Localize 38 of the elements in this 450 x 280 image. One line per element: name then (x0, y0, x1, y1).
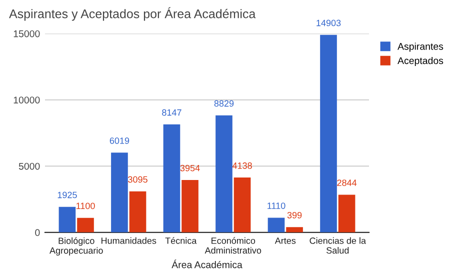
data-label: 6019 (110, 138, 130, 144)
bar (216, 115, 232, 232)
y-tick-label: 0 (35, 229, 40, 236)
chart-title: Aspirantes y Aceptados por Área Académica (9, 7, 256, 21)
x-tick-label: Económico Administrativo (204, 237, 262, 254)
data-label: 399 (287, 212, 302, 218)
bar (286, 227, 303, 232)
x-tick-label: Humanidades (102, 237, 156, 244)
bar (182, 180, 198, 232)
y-tick-label: 10000 (14, 96, 40, 104)
data-label: 8147 (162, 109, 182, 116)
x-axis-title: Área Académica (172, 260, 242, 268)
bar (234, 178, 251, 232)
bar (320, 34, 337, 232)
x-tick-label: Ciencias de la Salud (310, 237, 366, 254)
bar (268, 218, 285, 232)
y-tick-label: 5000 (18, 162, 40, 170)
legend-label: Aspirantes (398, 42, 444, 52)
bar (129, 191, 146, 232)
bar (58, 206, 76, 232)
data-label: 4138 (232, 162, 252, 169)
data-label: 3954 (180, 164, 200, 172)
bar (111, 152, 128, 232)
y-tick-label: 15000 (14, 30, 40, 38)
x-tick-label: Biológico Agropecuario (50, 237, 103, 256)
data-label: 3095 (128, 176, 148, 183)
bar (163, 124, 180, 232)
data-label: 1100 (76, 202, 95, 210)
data-label: 14903 (316, 20, 341, 26)
x-tick-label: Técnica (165, 237, 197, 244)
data-label: 8829 (214, 100, 234, 107)
x-tick-label: Artes (274, 238, 296, 244)
legend-label: Aceptados (398, 56, 444, 66)
data-label: 1110 (268, 202, 286, 209)
bar (338, 194, 356, 232)
bar (77, 218, 94, 232)
data-label: 2844 (337, 180, 357, 186)
data-label: 1925 (58, 192, 77, 198)
